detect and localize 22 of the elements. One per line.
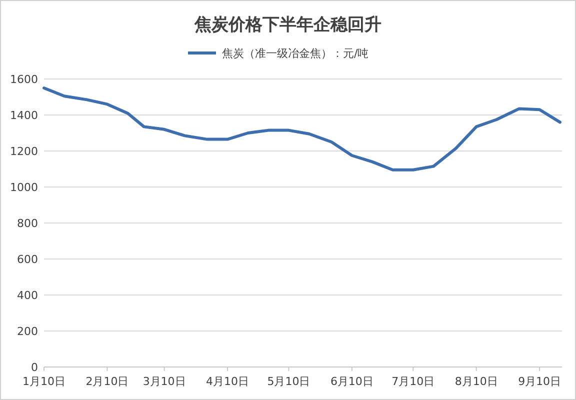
y-tick-label: 1400 [10, 109, 38, 122]
y-tick-label: 200 [17, 325, 38, 338]
y-tick-label: 400 [17, 289, 38, 302]
x-tick-label: 3月10日 [142, 375, 186, 388]
x-tick-label: 1月10日 [22, 375, 66, 388]
x-tick-label: 5月10日 [267, 375, 310, 388]
line-series [42, 86, 562, 172]
y-tick-label: 0 [31, 361, 38, 374]
chart-title: 焦炭价格下半年企稳回升 [194, 15, 382, 35]
x-tick-label: 4月10日 [206, 375, 250, 388]
y-tick-label: 600 [17, 253, 38, 266]
legend: 焦炭（准一级冶金焦）：元/吨 [188, 47, 369, 60]
y-tick-label: 1200 [10, 145, 38, 158]
y-tick-label: 1600 [10, 73, 38, 86]
x-tick-label: 8月10日 [454, 375, 498, 388]
y-tick-label: 800 [17, 217, 38, 230]
x-tick-label: 6月10日 [330, 375, 374, 388]
x-tick-label: 9月10日 [518, 375, 562, 388]
x-tick-label: 7月10日 [392, 375, 435, 388]
legend-label: 焦炭（准一级冶金焦）：元/吨 [222, 47, 369, 60]
x-tick-label: 2月10日 [86, 375, 129, 388]
y-tick-label: 1000 [10, 181, 38, 194]
